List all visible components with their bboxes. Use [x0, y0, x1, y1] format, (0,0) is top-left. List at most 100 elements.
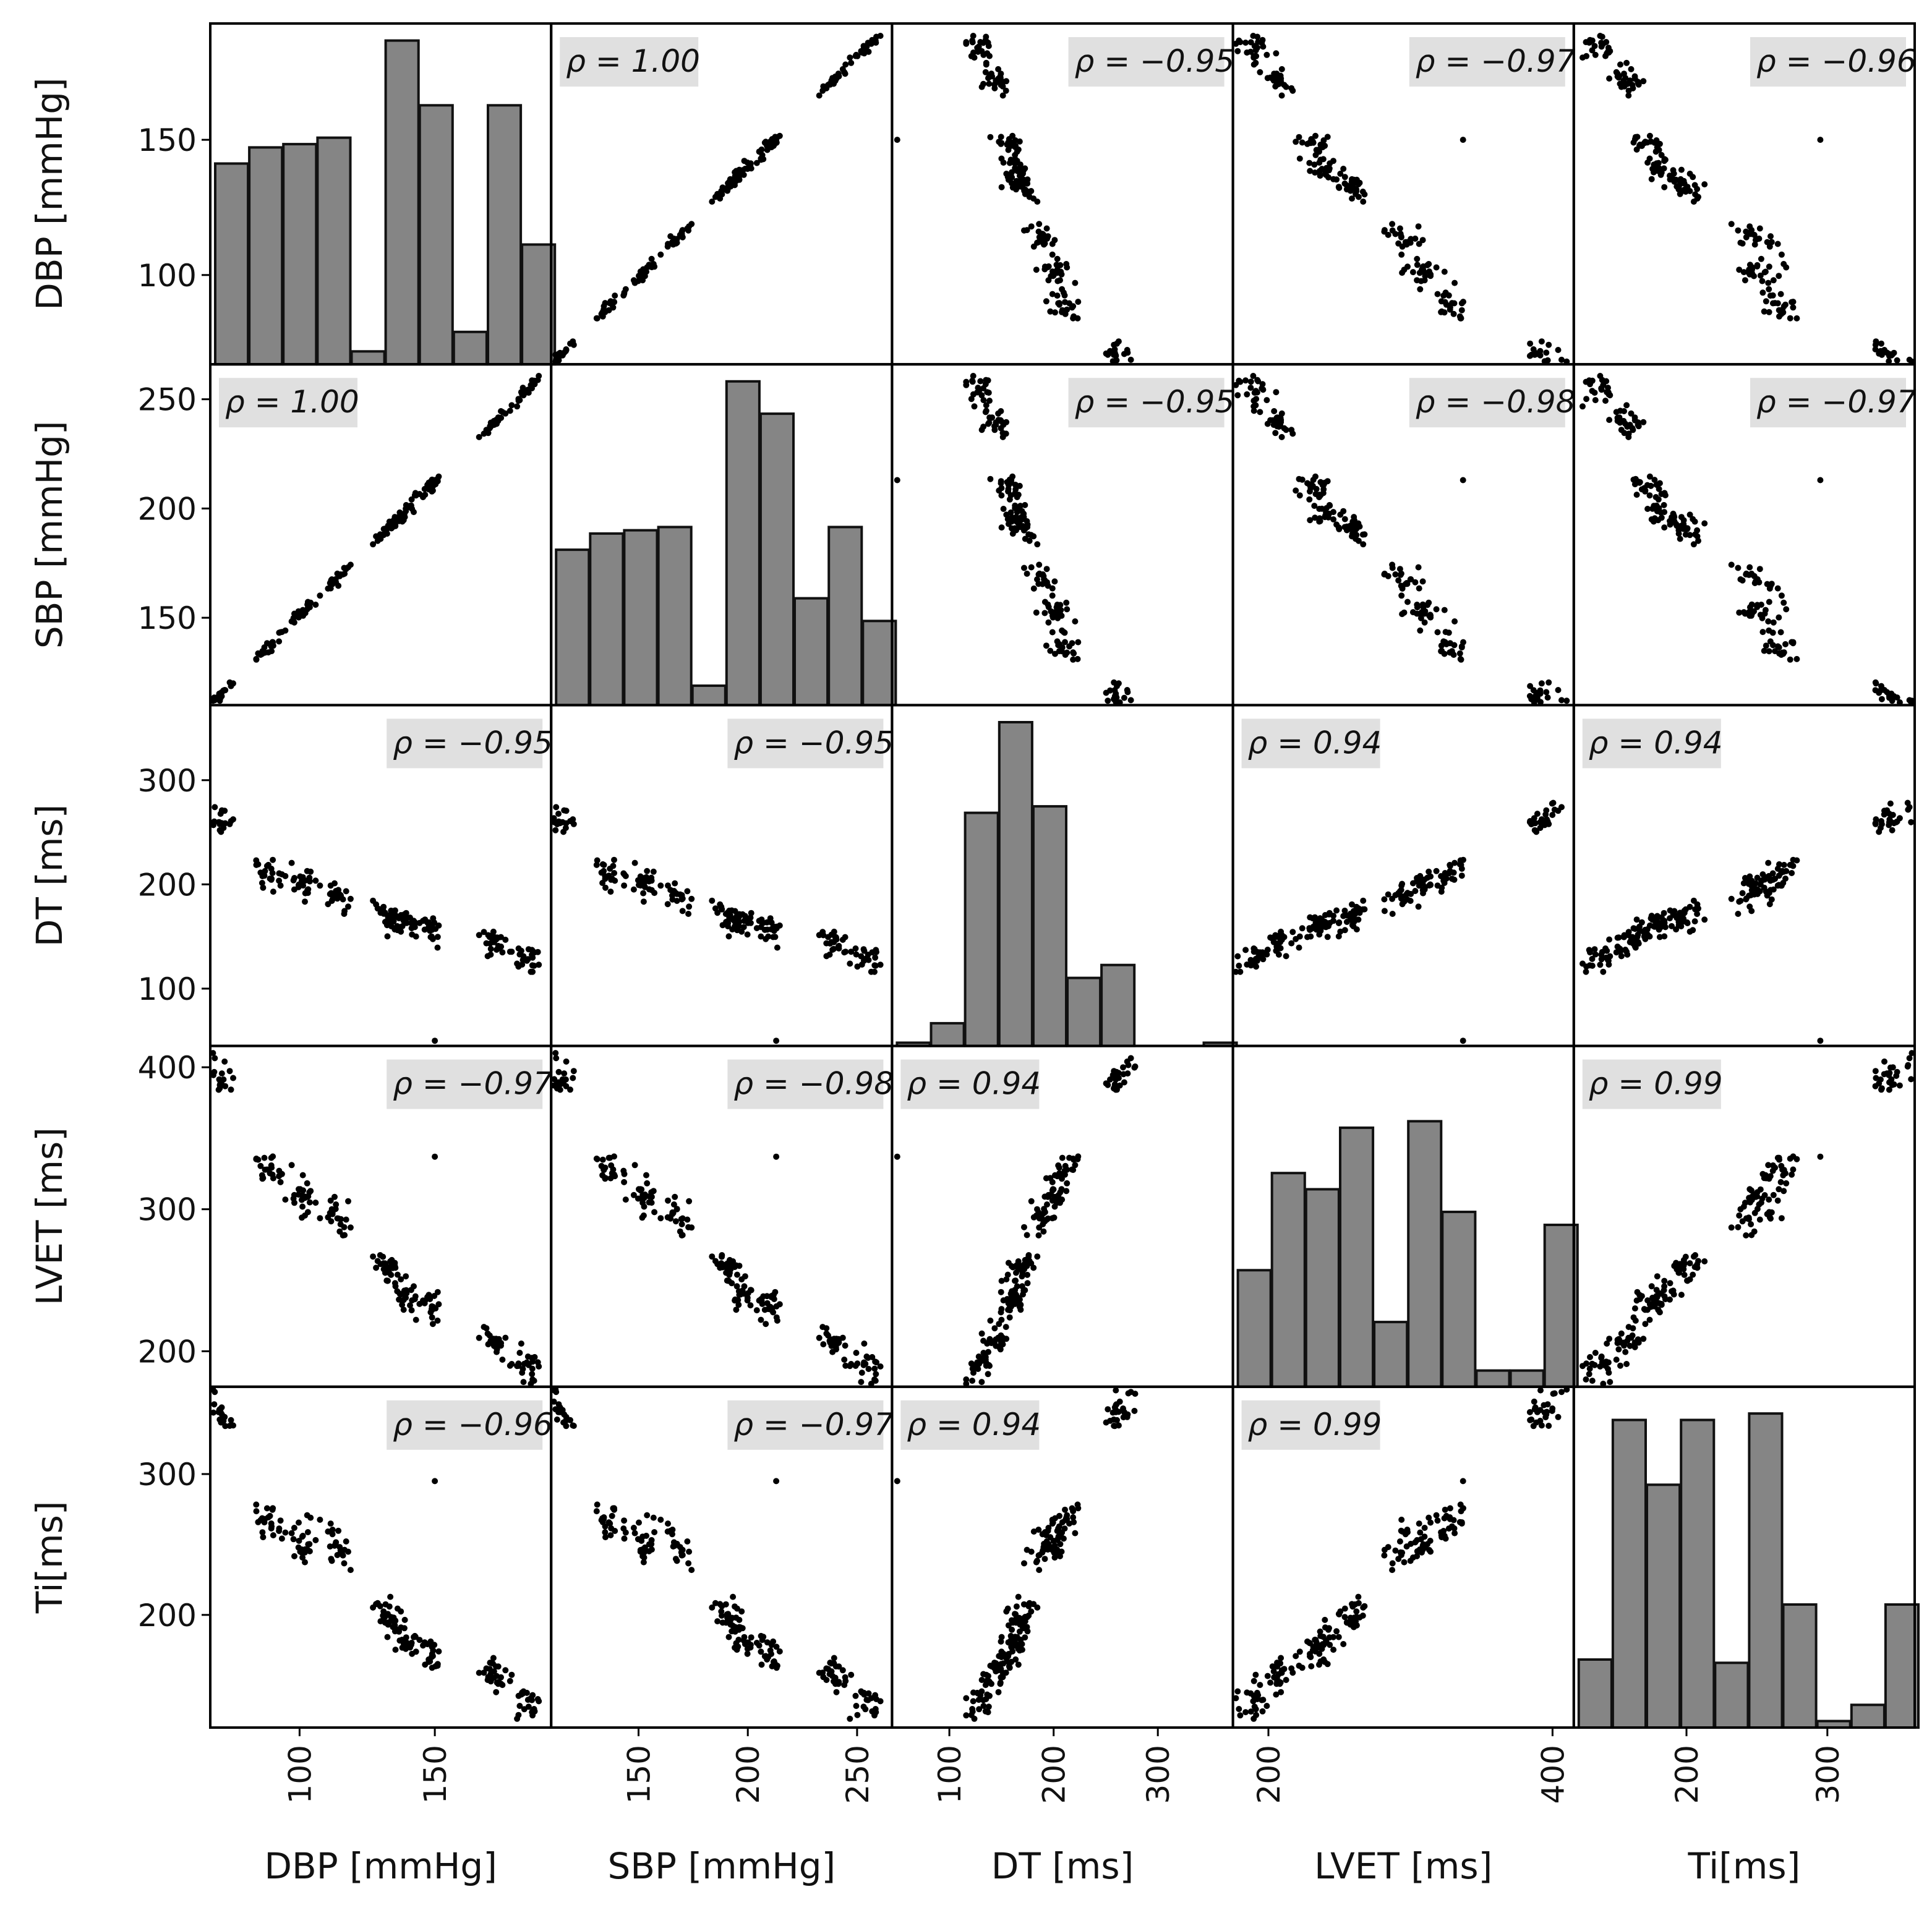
scatter-point	[1769, 300, 1776, 307]
scatter-point	[725, 1634, 732, 1640]
scatter-point	[1355, 194, 1362, 200]
scatter-point	[534, 948, 541, 955]
scatter-point	[1028, 532, 1035, 539]
scatter-point	[1116, 1082, 1123, 1089]
scatter-point	[861, 947, 868, 954]
scatter-point	[1737, 239, 1744, 246]
scatter-point	[997, 1336, 1004, 1343]
scatter-point	[1441, 607, 1448, 613]
scatter-point	[1353, 903, 1360, 910]
scatter-point	[1036, 1567, 1043, 1574]
scatter-point	[1690, 1253, 1697, 1260]
scatter-point	[421, 485, 428, 492]
scatter-point	[758, 1297, 765, 1304]
scatter-point	[1273, 50, 1280, 57]
scatter-point	[984, 50, 991, 57]
scatter-point	[1644, 482, 1651, 488]
scatter-point	[847, 1715, 853, 1722]
scatter-point	[651, 1209, 658, 1216]
scatter-point	[374, 537, 381, 544]
correlation-label-layer: ρ = 1.00 ρ = −0.95 ρ = −0.97 ρ = −0.96ρ = 1…	[219, 37, 1917, 1450]
scatter-point	[1351, 911, 1357, 918]
scatter-point	[1530, 687, 1537, 694]
scatter-point	[610, 304, 617, 311]
scatter-point	[529, 947, 536, 953]
scatter-point	[1589, 1378, 1596, 1384]
correlation-label: ρ = −0.95	[1075, 384, 1235, 420]
scatter-point	[327, 1520, 334, 1527]
scatter-point	[495, 417, 502, 424]
scatter-point	[1307, 168, 1314, 174]
scatter-point	[1537, 347, 1544, 354]
scatter-point	[1343, 523, 1350, 530]
scatter-point	[1253, 1711, 1260, 1718]
scatter-point	[1669, 923, 1675, 929]
scatter-point	[1451, 300, 1458, 307]
scatter-point	[1058, 1186, 1065, 1193]
scatter-point	[282, 627, 289, 634]
scatter-point	[1381, 1546, 1388, 1553]
scatter-point	[651, 1529, 658, 1535]
scatter-point	[605, 1519, 612, 1526]
scatter-point	[1896, 1082, 1903, 1089]
scatter-point	[1247, 48, 1254, 55]
scatter-point	[325, 901, 331, 908]
scatter-point	[1563, 1386, 1570, 1393]
scatter-point	[317, 882, 323, 889]
scatter-point	[1589, 955, 1596, 962]
scatter-point	[998, 1289, 1004, 1295]
scatter-point	[1790, 863, 1797, 869]
scatter-point	[847, 54, 853, 61]
scatter-point	[253, 656, 260, 663]
scatter-point	[1002, 87, 1009, 94]
scatter-point	[1398, 1516, 1405, 1523]
scatter-point	[1036, 1224, 1043, 1231]
scatter-point	[1417, 627, 1424, 634]
correlation-label: ρ = 0.94	[907, 1066, 1041, 1102]
scatter-point	[1735, 911, 1742, 917]
scatter-point	[276, 870, 283, 877]
scatter-point	[1036, 561, 1043, 568]
y-tick-label: 300	[138, 1457, 197, 1493]
scatter-point	[1746, 604, 1753, 611]
scatter-point	[984, 1340, 991, 1347]
scatter-point	[975, 1366, 981, 1372]
scatter-point	[1526, 1409, 1533, 1415]
scatter-point	[978, 1379, 985, 1386]
scatter-point	[773, 1038, 780, 1044]
scatter-point	[1247, 957, 1254, 963]
histogram-bar	[248, 146, 284, 366]
scatter-point	[1293, 487, 1299, 494]
scatter-point	[434, 934, 441, 940]
scatter-point	[380, 903, 387, 910]
scatter-point	[1586, 40, 1592, 46]
scatter-point	[1059, 1154, 1066, 1161]
scatter-point	[507, 1362, 513, 1369]
scatter-point	[1283, 427, 1289, 433]
scatter-point	[1361, 191, 1368, 198]
scatter-point	[758, 1316, 764, 1323]
scatter-point	[1403, 1543, 1410, 1550]
scatter-point	[602, 1523, 609, 1530]
scatter-point	[1735, 565, 1742, 571]
scatter-point	[983, 407, 990, 414]
scatter-point	[1648, 915, 1654, 922]
scatter-point	[1651, 169, 1657, 176]
scatter-point	[1427, 873, 1434, 880]
scatter-point	[529, 1365, 536, 1372]
scatter-point	[852, 1692, 859, 1699]
scatter-point	[392, 516, 399, 522]
scatter-point	[1072, 1162, 1079, 1169]
scatter-point	[1005, 485, 1012, 492]
scatter-point	[1005, 147, 1012, 153]
scatter-point	[1761, 308, 1767, 315]
scatter-point	[276, 1525, 283, 1532]
scatter-point	[1030, 1528, 1037, 1535]
scatter-point	[401, 1292, 408, 1298]
scatter-point	[635, 278, 641, 284]
scatter-point	[529, 1697, 535, 1703]
scatter-point	[1264, 420, 1271, 427]
x-tick-label: 100	[282, 1745, 318, 1804]
scatter-point	[1296, 134, 1302, 140]
scatter-point	[657, 1215, 664, 1222]
